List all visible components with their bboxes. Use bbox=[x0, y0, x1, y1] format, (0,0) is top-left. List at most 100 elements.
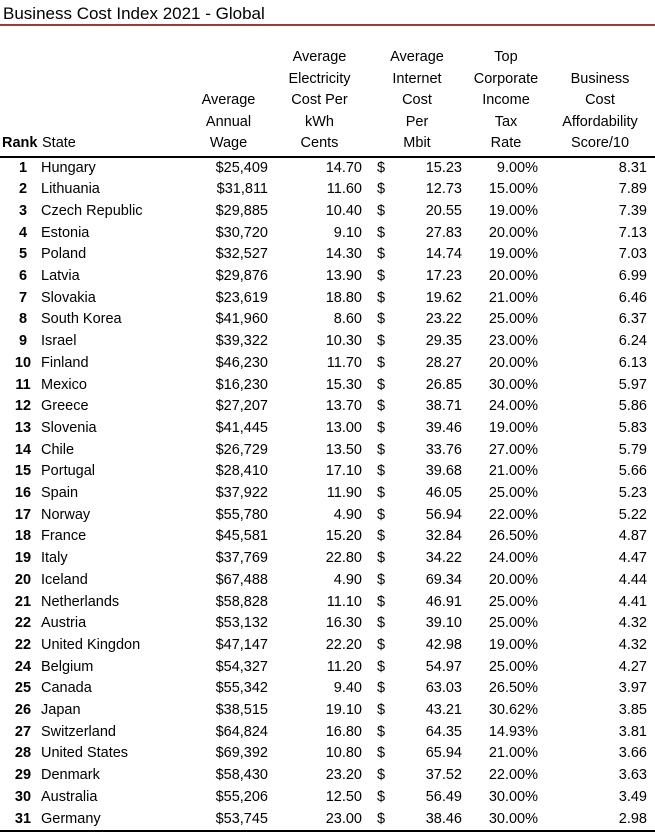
cell-state: Poland bbox=[41, 246, 87, 263]
internet-cost-value: 34.22 bbox=[425, 550, 462, 567]
dollar-sign: $ bbox=[377, 810, 386, 827]
dollar-sign: $ bbox=[377, 571, 386, 588]
cell-rank: 2 bbox=[18, 181, 28, 198]
dollar-sign: $ bbox=[377, 311, 386, 328]
cell-tax-rate: 15.00% bbox=[488, 181, 538, 198]
cell-rank: 19 bbox=[14, 550, 32, 567]
cell-electricity: 13.70 bbox=[325, 398, 362, 415]
cell-state: Germany bbox=[41, 810, 101, 827]
cell-tax-rate: 20.00% bbox=[488, 268, 538, 285]
cell-annual-wage: $45,581 bbox=[215, 528, 268, 545]
cell-internet-cost: $ 56.94 bbox=[367, 505, 467, 527]
cell-rank: 26 bbox=[14, 702, 32, 719]
cell-state: Netherlands bbox=[41, 593, 120, 610]
cell-electricity: 22.20 bbox=[325, 636, 362, 653]
table-row: 30 Australia $55,206 12.50 $ 56.49 30.00… bbox=[0, 787, 655, 809]
header-line: Average bbox=[201, 92, 256, 108]
cell-internet-cost: $ 32.84 bbox=[367, 526, 467, 548]
header-line: Mbit bbox=[403, 135, 431, 151]
cell-score: 4.32 bbox=[618, 615, 647, 632]
cell-score: 8.31 bbox=[618, 159, 647, 176]
cell-electricity: 18.80 bbox=[325, 289, 362, 306]
cell-tax-rate: 19.00% bbox=[488, 636, 538, 653]
cell-internet-cost: $ 43.21 bbox=[367, 700, 467, 722]
cell-internet-cost: $ 63.03 bbox=[367, 678, 467, 700]
column-header-annual-wage: Average Annual Wage bbox=[185, 26, 272, 158]
cell-tax-rate: 23.00% bbox=[488, 333, 538, 350]
header-line: Tax bbox=[494, 113, 518, 130]
cell-rank: 1 bbox=[18, 159, 28, 176]
cell-score: 3.81 bbox=[618, 723, 647, 740]
cell-tax-rate: 21.00% bbox=[488, 745, 538, 762]
cell-tax-rate: 24.00% bbox=[488, 398, 538, 415]
cell-score: 3.85 bbox=[618, 702, 647, 719]
table-row: 19 Italy $37,769 22.80 $ 34.22 24.00% 4.… bbox=[0, 548, 655, 570]
cell-score: 7.03 bbox=[618, 246, 647, 263]
cell-state: Israel bbox=[41, 333, 77, 350]
cell-rank: 31 bbox=[14, 810, 32, 827]
dollar-sign: $ bbox=[377, 767, 386, 784]
internet-cost-value: 64.35 bbox=[425, 723, 462, 740]
cell-electricity: 23.20 bbox=[325, 767, 362, 784]
cell-score: 3.66 bbox=[618, 745, 647, 762]
cell-internet-cost: $ 12.73 bbox=[367, 179, 467, 201]
cell-state: South Korea bbox=[41, 311, 122, 328]
header-line: Rank bbox=[2, 135, 38, 151]
internet-cost-value: 63.03 bbox=[425, 680, 462, 697]
dollar-sign: $ bbox=[377, 745, 386, 762]
cell-tax-rate: 25.00% bbox=[488, 615, 538, 632]
cell-rank: 13 bbox=[14, 419, 32, 436]
cell-tax-rate: 20.00% bbox=[488, 571, 538, 588]
cell-tax-rate: 24.00% bbox=[488, 550, 538, 567]
table-row: 16 Spain $37,922 11.90 $ 46.05 25.00% 5.… bbox=[0, 483, 655, 505]
column-header-rank: Rank bbox=[0, 26, 38, 158]
internet-cost-value: 19.62 bbox=[425, 289, 462, 306]
cell-score: 5.79 bbox=[618, 441, 647, 458]
cell-tax-rate: 22.00% bbox=[488, 767, 538, 784]
dollar-sign: $ bbox=[377, 528, 386, 545]
table-row: 22 United Kingdon $47,147 22.20 $ 42.98 … bbox=[0, 635, 655, 657]
cell-internet-cost: $ 39.10 bbox=[367, 613, 467, 635]
table-row: 9 Israel $39,322 10.30 $ 29.35 23.00% 6.… bbox=[0, 331, 655, 353]
internet-cost-value: 33.76 bbox=[425, 441, 462, 458]
cell-score: 4.41 bbox=[618, 593, 647, 610]
column-header-affordability: Business Cost Affordability Score/10 bbox=[545, 26, 655, 158]
table-row: 11 Mexico $16,230 15.30 $ 26.85 30.00% 5… bbox=[0, 375, 655, 397]
dollar-sign: $ bbox=[377, 485, 386, 502]
dollar-sign: $ bbox=[377, 202, 386, 219]
header-line: Affordability bbox=[562, 113, 638, 130]
cell-internet-cost: $ 34.22 bbox=[367, 548, 467, 570]
cell-state: Slovakia bbox=[41, 289, 96, 306]
cell-score: 6.46 bbox=[618, 289, 647, 306]
dollar-sign: $ bbox=[377, 246, 386, 263]
cell-tax-rate: 25.00% bbox=[488, 311, 538, 328]
internet-cost-value: 27.83 bbox=[425, 224, 462, 241]
cell-state: Finland bbox=[41, 354, 89, 371]
internet-cost-value: 39.10 bbox=[425, 615, 462, 632]
dollar-sign: $ bbox=[377, 224, 386, 241]
cell-internet-cost: $ 26.85 bbox=[367, 375, 467, 397]
cell-electricity: 23.00 bbox=[325, 810, 362, 827]
header-line: Electricity bbox=[288, 70, 351, 87]
cell-state: Austria bbox=[41, 615, 87, 632]
table-row: 20 Iceland $67,488 4.90 $ 69.34 20.00% 4… bbox=[0, 570, 655, 592]
cell-rank: 25 bbox=[14, 680, 32, 697]
cell-annual-wage: $58,430 bbox=[215, 767, 268, 784]
cell-annual-wage: $47,147 bbox=[215, 636, 268, 653]
cell-electricity: 16.30 bbox=[325, 615, 362, 632]
cell-state: Chile bbox=[41, 441, 75, 458]
header-line: Annual bbox=[205, 113, 252, 130]
cell-electricity: 22.80 bbox=[325, 550, 362, 567]
cell-tax-rate: 22.00% bbox=[488, 506, 538, 523]
table-row: 31 Germany $53,745 23.00 $ 38.46 30.00% … bbox=[0, 809, 655, 832]
cell-internet-cost: $ 38.46 bbox=[367, 809, 467, 832]
cell-rank: 12 bbox=[14, 398, 32, 415]
table-row: 10 Finland $46,230 11.70 $ 28.27 20.00% … bbox=[0, 353, 655, 375]
cell-internet-cost: $ 69.34 bbox=[367, 570, 467, 592]
cell-internet-cost: $ 38.71 bbox=[367, 396, 467, 418]
cell-score: 5.97 bbox=[618, 376, 647, 393]
cell-annual-wage: $58,828 bbox=[215, 593, 268, 610]
cell-tax-rate: 30.00% bbox=[488, 810, 538, 827]
cell-rank: 9 bbox=[18, 333, 28, 350]
